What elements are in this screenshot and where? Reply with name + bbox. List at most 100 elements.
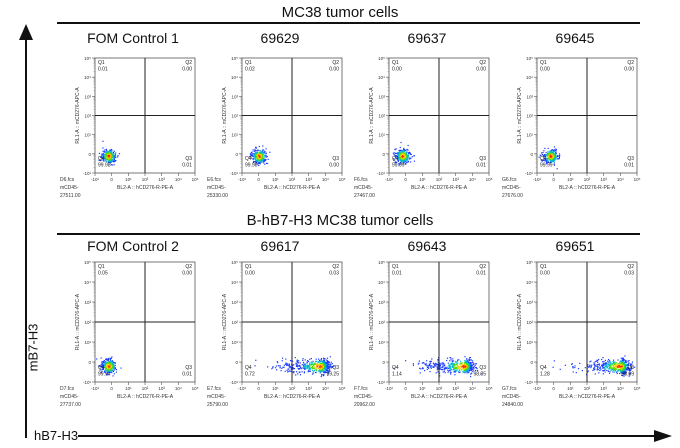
y-tick-label: -10¹ [525,380,534,385]
event-dot [289,365,291,367]
y-tick-label: 10⁵ [84,56,91,61]
event-dot [475,367,477,369]
event-dot [441,368,443,371]
event-dot [596,364,598,366]
well-label: D6.fcs [60,177,75,183]
event-dot [609,371,611,373]
y-tick-label: 10² [84,114,91,119]
event-dot [108,150,111,152]
event-dot [601,358,603,361]
quadrant-name: Q2 [627,264,634,270]
x-tick-label: 10⁴ [469,386,476,391]
event-dot [464,368,466,370]
x-tick-label: 10² [142,177,149,182]
event-dot [327,365,329,367]
event-dot [468,372,470,374]
event-dot [446,359,448,362]
event-dot [323,366,325,368]
event-dot [544,147,546,149]
event-dot [105,148,107,150]
event-dot [612,366,614,369]
x-tick-label: 0 [552,177,555,182]
event-dot [464,370,466,372]
event-dot [465,361,467,363]
event-dot [259,154,261,156]
event-dot [324,360,326,362]
event-dot [302,367,304,369]
event-dot [622,367,624,370]
event-dot [259,162,261,164]
event-dot [553,360,555,362]
event-dot [556,156,558,158]
event-dot [452,363,454,365]
event-dot [554,160,556,162]
event-dot [282,366,284,368]
event-dot [463,371,465,373]
event-dot [325,369,327,371]
event-dot [398,156,401,158]
event-dot [550,150,552,152]
event-dot [309,368,311,370]
event-dot [553,149,556,151]
event-dot [113,156,115,158]
event-dot [571,363,573,365]
event-dot [448,370,450,372]
event-dot [114,362,116,364]
event-dot [319,372,321,374]
event-dot [399,162,401,164]
event-dot [403,157,405,159]
event-dot [106,359,108,361]
event-dot [303,372,305,374]
event-dot [607,362,609,364]
event-dot [444,366,446,368]
y-tick-label: 10¹ [526,340,533,345]
x-tick-label: 10² [142,386,149,391]
event-dot [108,361,110,363]
event-dot [307,365,309,367]
event-dot [106,358,108,360]
event-dot [403,160,405,162]
event-dot [603,360,605,362]
event-dot [301,364,303,366]
event-dot [467,363,469,365]
event-dot [449,372,452,374]
event-dot [260,155,262,157]
x-tick-label: -10¹ [91,386,100,391]
event-dot [258,154,261,157]
event-dot [472,370,474,373]
event-dot [398,150,400,152]
event-dot [293,372,295,374]
event-dot [109,161,112,163]
quadrant-name: Q1 [245,60,252,66]
event-dot [107,366,109,369]
event-dot [584,367,586,369]
event-dot [107,359,110,361]
event-dot [549,159,551,162]
event-dot [115,371,117,373]
event-dot [464,369,466,371]
x-tick-label: -10¹ [385,386,394,391]
event-dot [274,367,277,369]
quadrant-name: Q4 [245,365,252,371]
event-dot [114,367,116,369]
scatter-points [393,356,482,378]
event-dot [612,366,614,368]
event-dot [554,155,557,157]
event-dot [436,366,438,368]
event-dot [402,151,404,153]
event-dot [604,363,606,365]
y-tick-label: 10³ [378,300,385,305]
event-dot [397,156,399,158]
event-dot [110,368,112,370]
event-dot [612,360,614,363]
event-dot [304,367,306,369]
event-dot [321,368,323,370]
event-dot [412,364,414,366]
event-dot [593,362,595,364]
event-dot [448,367,450,369]
event-dot [597,361,599,363]
event-dot [320,371,322,373]
y-tick-label: 10⁴ [84,75,91,80]
event-dot [404,158,406,160]
event-dot [110,367,112,369]
